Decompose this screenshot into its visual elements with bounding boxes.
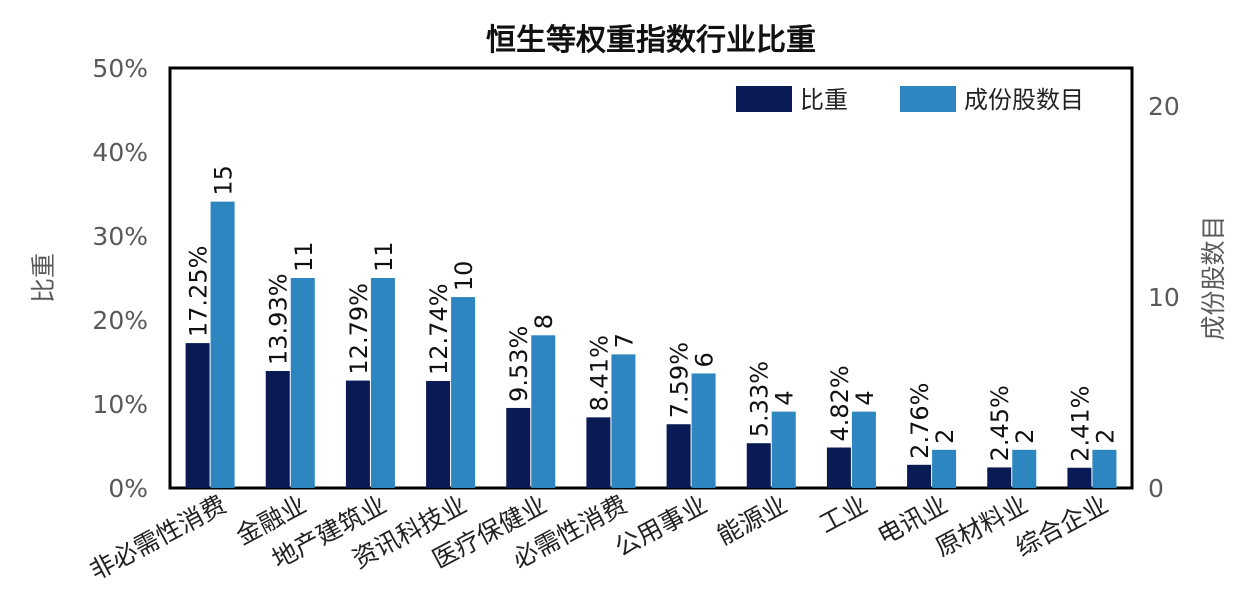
data-label-weight: 9.53% [505,326,533,402]
bar-weight [185,343,210,488]
data-labels: 17.25%1513.93%1112.79%1112.74%109.53%88.… [185,165,1120,462]
data-label-weight: 4.82% [826,365,854,441]
category-label: 公用事业 [610,490,712,563]
data-label-weight: 2.76% [906,383,934,459]
bar-constituent-count [611,354,636,488]
data-label-weight: 8.41% [585,335,613,411]
left-tick-label: 50% [92,54,148,83]
legend-count-swatch [900,86,956,112]
bar-constituent-count [531,335,556,488]
legend: 比重 成份股数目 [736,86,1084,114]
data-label-weight: 7.59% [666,342,694,418]
left-tick-label: 10% [92,390,148,419]
data-label-count: 10 [450,261,478,292]
data-label-count: 15 [210,165,238,196]
category-label: 工业 [814,490,872,539]
data-label-weight: 12.79% [345,283,373,375]
data-label-count: 11 [290,241,318,272]
bar-weight [1067,467,1092,488]
data-label-count: 11 [370,241,398,272]
bar-weight [987,467,1012,488]
data-label-weight: 13.93% [265,273,293,365]
legend-count-label: 成份股数目 [964,86,1084,114]
bar-weight [265,370,290,488]
bar-weight [506,407,531,488]
data-label-count: 6 [691,352,719,367]
data-label-weight: 2.41% [1066,386,1094,462]
bar-constituent-count [451,297,476,488]
left-tick-label: 20% [92,306,148,335]
data-label-count: 4 [771,390,799,405]
data-label-count: 8 [530,314,558,329]
left-tick-label: 40% [92,138,148,167]
category-label: 综合企业 [1011,490,1113,563]
left-axis: 0% 10% 20% 30% 40% 50% [92,54,148,503]
data-label-count: 2 [1011,429,1039,444]
bar-constituent-count [370,278,395,488]
bar-weight [586,417,611,488]
left-axis-title: 比重 [29,253,58,303]
bar-weight [826,447,851,488]
bar-constituent-count [210,201,235,489]
left-tick-label: 0% [108,474,148,503]
right-axis: 0 10 20 [1148,92,1180,503]
data-label-count: 7 [610,333,638,348]
plot-frame [168,66,1134,490]
bar-constituent-count [691,373,716,488]
bar-constituent-count [290,278,315,488]
chart-title: 恒生等权重指数行业比重 [486,23,816,58]
data-label-weight: 17.25% [185,246,213,338]
legend-weight-swatch [736,86,792,112]
right-tick-label: 0 [1148,474,1164,503]
data-label-weight: 12.74% [425,283,453,375]
left-tick-label: 30% [92,222,148,251]
bar-constituent-count [932,449,957,488]
right-axis-title: 成份股数目 [1199,215,1228,340]
plot-border [168,66,1134,490]
right-tick-label: 10 [1148,283,1180,312]
data-label-count: 4 [851,390,879,405]
bar-weight [907,464,932,488]
data-label-count: 2 [1091,429,1119,444]
category-label: 能源业 [712,490,792,551]
legend-weight-label: 比重 [800,86,848,114]
right-tick-label: 20 [1148,92,1180,121]
bar-weight [345,380,370,488]
bar-weight [666,424,691,488]
bars [185,201,1117,489]
data-label-count: 2 [931,429,959,444]
data-label-weight: 5.33% [746,361,774,437]
category-label: 原材料业 [931,490,1033,563]
data-label-weight: 2.45% [986,385,1014,461]
bar-weight [746,443,771,488]
bar-constituent-count [771,411,796,488]
bar-weight [426,380,451,488]
bar-constituent-count [1092,449,1117,488]
bar-constituent-count [1012,449,1037,488]
category-label: 非必需性消费 [85,490,231,586]
bar-constituent-count [851,411,876,488]
